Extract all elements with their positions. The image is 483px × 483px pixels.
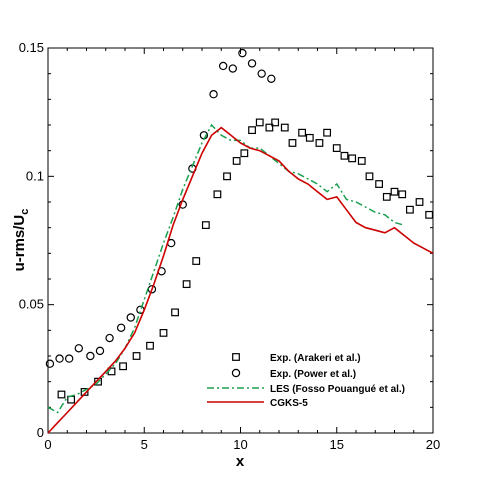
circle-marker: [209, 89, 218, 99]
x-tick-label: 15: [330, 437, 344, 452]
square-marker: [357, 157, 366, 165]
legend: Exp. (Arakeri et al.) Exp. (Power et al.)…: [207, 353, 405, 409]
square-marker: [340, 151, 349, 160]
plot-frame: [47, 47, 434, 434]
legend-item: CGKS-5: [207, 398, 308, 409]
square-marker: [280, 123, 289, 132]
square-marker: [425, 210, 434, 219]
series-layer: [45, 48, 434, 434]
square-marker: [80, 388, 89, 396]
square-marker: [315, 139, 324, 147]
legend-item: Exp. (Power et al.): [231, 368, 356, 380]
y-tick-label: 0.05: [19, 297, 44, 312]
square-marker: [201, 221, 210, 230]
circle-marker: [228, 64, 237, 73]
square-marker: [365, 172, 374, 181]
square-marker: [192, 257, 201, 265]
square-marker: [332, 144, 341, 153]
circle-marker: [267, 74, 276, 84]
series-2: [47, 123, 405, 414]
legend-label: LES (Fosso Pouangué et al.): [270, 384, 405, 395]
square-marker: [415, 198, 424, 206]
y-tick-label: 0.15: [19, 40, 44, 55]
square-marker: [132, 352, 141, 360]
square-marker: [255, 118, 264, 127]
square-marker: [390, 187, 399, 196]
series-line: [47, 123, 405, 414]
circle-marker: [116, 323, 126, 332]
y-tick-label: 0.1: [26, 168, 44, 183]
square-marker: [398, 190, 407, 199]
circle-marker: [64, 354, 74, 363]
series-3: [47, 126, 434, 434]
circle-marker: [105, 333, 114, 343]
legend-label: Exp. (Arakeri et al.): [270, 353, 361, 364]
x-tick-label: 5: [141, 437, 148, 452]
square-marker: [57, 390, 66, 399]
y-tick-label: 0: [37, 425, 44, 440]
square-marker: [240, 149, 249, 158]
x-tick-label: 20: [426, 437, 440, 452]
legend-label: Exp. (Power et al.): [270, 369, 356, 380]
circle-marker: [55, 354, 64, 363]
series-line: [47, 126, 434, 434]
legend-item: Exp. (Arakeri et al.): [232, 353, 361, 364]
square-marker: [213, 190, 222, 199]
x-tick-label: 0: [44, 437, 51, 452]
y-axis-title-main: u-rms/U: [11, 215, 28, 272]
circle-marker: [247, 59, 257, 68]
square-marker: [382, 192, 391, 201]
square-marker: [271, 118, 280, 127]
axis-ticks: 0 5 10 15 20 0 0.05 0.1 0.15: [19, 40, 441, 452]
square-marker: [375, 180, 383, 188]
legend-item: LES (Fosso Pouangué et al.): [207, 384, 405, 395]
circle-marker: [95, 346, 105, 356]
y-axis-title-subscript: c: [19, 209, 31, 215]
square-marker: [288, 139, 297, 147]
circle-marker: [74, 344, 84, 353]
square-marker: [223, 172, 231, 181]
square-marker: [323, 128, 332, 137]
x-tick-label: 10: [233, 437, 247, 452]
circle-marker: [257, 69, 266, 78]
square-marker: [298, 128, 306, 137]
square-marker: [406, 205, 414, 214]
y-axis-title: u-rms/Uc: [11, 209, 31, 272]
square-marker: [119, 362, 127, 371]
series-1: [45, 48, 276, 368]
square-marker: [248, 126, 256, 135]
legend-swatch: [231, 368, 241, 378]
circle-marker: [218, 61, 228, 71]
square-marker: [348, 154, 357, 163]
square-marker: [171, 308, 179, 317]
square-marker: [182, 280, 191, 289]
square-marker: [232, 157, 241, 165]
series-0: [57, 118, 434, 404]
legend-swatch: [232, 353, 240, 361]
square-marker: [265, 123, 274, 132]
circle-marker: [126, 313, 135, 322]
circle-marker: [238, 48, 247, 58]
circle-marker: [45, 359, 55, 368]
square-marker: [146, 341, 154, 350]
square-marker: [305, 133, 314, 142]
square-marker: [94, 377, 102, 386]
x-axis-title: x: [236, 453, 245, 470]
circle-marker: [86, 351, 95, 361]
square-marker: [159, 329, 168, 337]
legend-label: CGKS-5: [270, 398, 308, 409]
